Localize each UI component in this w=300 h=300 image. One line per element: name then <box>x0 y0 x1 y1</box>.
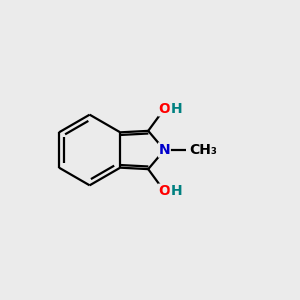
Text: H: H <box>170 102 182 116</box>
Text: CH₃: CH₃ <box>189 143 217 157</box>
Text: O: O <box>158 102 170 116</box>
Text: H: H <box>170 184 182 198</box>
Text: N: N <box>159 143 170 157</box>
Text: O: O <box>158 184 170 198</box>
